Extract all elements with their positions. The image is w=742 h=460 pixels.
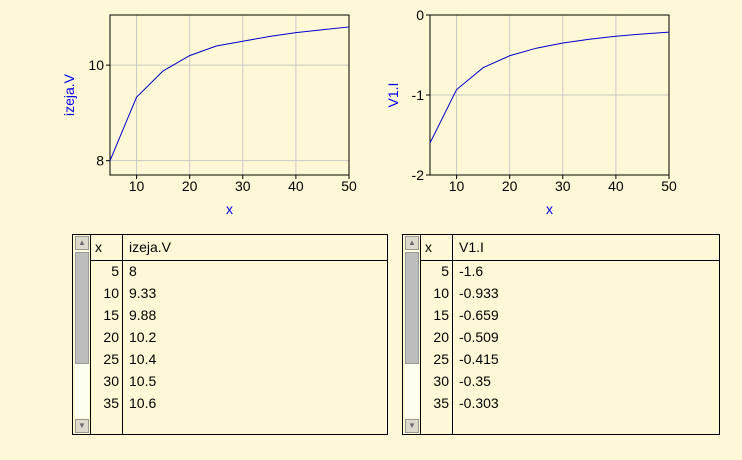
y-tick-label: 10 [88,57,104,73]
x-tick-label: 40 [608,178,624,194]
scroll-down-icon[interactable]: ▼ [405,419,419,433]
cell-value: 9.33 [129,285,157,301]
cell-value: -0.303 [459,395,499,411]
cell-x: 5 [111,263,119,279]
column-header-value[interactable]: izeja.V [129,239,172,255]
x-axis-label: x [226,201,233,217]
cell-x: 5 [441,263,449,279]
cell-value: -0.35 [459,373,491,389]
y-axis-label: izeja.V [61,73,77,116]
cell-value: -0.509 [459,329,499,345]
column-header-x[interactable]: x [95,239,102,255]
x-tick-label: 40 [288,178,304,194]
cell-x: 20 [103,329,119,345]
cell-value: 10.5 [129,373,157,389]
cell-x: 10 [103,285,119,301]
plot-frame [429,14,670,176]
x-tick-label: 50 [341,178,357,194]
column-header-value[interactable]: V1.I [459,239,484,255]
data-table-v1i: ▲ ▼ x V1.I 5 -1.6 10 -0.933 15 -0.659 20 -0.509… [402,234,720,435]
scroll-up-icon[interactable]: ▲ [75,236,89,250]
cell-x: 30 [103,373,119,389]
column-divider [420,235,421,434]
series-line [429,31,670,144]
header-divider [91,260,387,261]
charts-area: 10 20 30 40 50 8 10 x izeja.V 10 20 30 40 50 0 -1 -2 x V1.… [61,7,677,217]
table-scrollbar[interactable]: ▲ ▼ [73,235,91,434]
table-scrollbar[interactable]: ▲ ▼ [403,235,421,434]
plot-frame [109,14,350,176]
y-axis-label: V1.I [385,83,401,108]
cell-value: -0.659 [459,307,499,323]
cell-value: 10.4 [129,351,157,367]
cell-value: -1.6 [459,263,484,279]
scrollbar-thumb[interactable] [405,252,419,364]
cell-x: 25 [103,351,119,367]
column-divider [122,235,123,434]
header-divider [421,260,719,261]
scroll-up-icon[interactable]: ▲ [405,236,419,250]
charts-svg: 10 20 30 40 50 8 10 x izeja.V 10 20 30 40 50 0 -1 -2 x V1.… [61,7,677,217]
cell-x: 15 [103,307,119,323]
cell-value: -0.933 [459,285,499,301]
cell-x: 20 [433,329,449,345]
cell-x: 35 [103,395,119,411]
cell-value: 9.88 [129,307,157,323]
cell-x: 30 [433,373,449,389]
x-tick-label: 10 [129,178,145,194]
cell-value: -0.415 [459,351,499,367]
cell-value: 10.2 [129,329,157,345]
scrollbar-thumb[interactable] [75,252,89,364]
column-divider [452,235,453,434]
cell-x: 25 [433,351,449,367]
cell-x: 10 [433,285,449,301]
cell-x: 35 [433,395,449,411]
x-tick-label: 20 [502,178,518,194]
cell-value: 10.6 [129,395,157,411]
x-tick-label: 30 [555,178,571,194]
x-tick-label: 50 [661,178,677,194]
x-tick-label: 10 [449,178,465,194]
column-header-x[interactable]: x [425,239,432,255]
plot-area [110,15,349,175]
x-tick-label: 20 [182,178,198,194]
series-line [109,26,350,161]
x-tick-label: 30 [235,178,251,194]
scroll-down-icon[interactable]: ▼ [75,419,89,433]
data-table-izeja: ▲ ▼ x izeja.V 5 8 10 9.33 15 9.88 20 10.2 25 10.4… [72,234,388,435]
y-tick-label: 0 [416,7,424,23]
y-tick-label: -1 [412,87,425,103]
column-divider [90,235,91,434]
y-tick-label: -2 [412,167,425,183]
y-tick-label: 8 [96,153,104,169]
x-axis-label: x [546,201,553,217]
cell-value: 8 [129,263,137,279]
cell-x: 15 [433,307,449,323]
